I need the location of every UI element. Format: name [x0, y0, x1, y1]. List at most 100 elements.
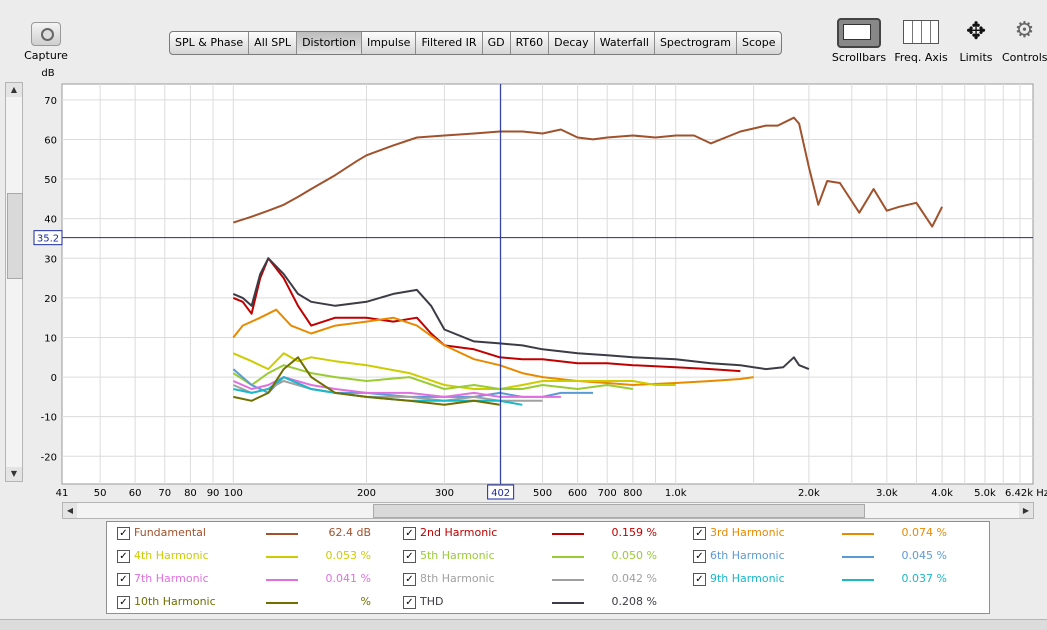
tab-distortion[interactable]: Distortion	[297, 32, 362, 54]
cursor-y-readout-box	[33, 230, 63, 246]
tab-scope[interactable]: Scope	[742, 36, 776, 49]
y-axis-unit-label: dB	[41, 68, 54, 79]
legend-swatch	[266, 533, 298, 535]
legend-checkbox-3rd-harmonic[interactable]: ✓	[693, 527, 706, 540]
freq-axis-button[interactable]: Freq. Axis	[892, 16, 950, 64]
x-tick-label: 500	[533, 488, 552, 499]
capture-button[interactable]: Capture	[18, 20, 74, 62]
legend-checkbox-9th-harmonic[interactable]: ✓	[693, 573, 706, 586]
y-tick-label: 60	[44, 135, 57, 146]
legend-swatch	[552, 602, 584, 604]
legend-name: 6th Harmonic	[710, 549, 785, 562]
tab-filtered-ir[interactable]: Filtered IR	[416, 32, 483, 54]
tab-waterfall[interactable]: Waterfall	[595, 32, 655, 54]
x-tick-label: 1.0k	[665, 488, 687, 499]
y-tick-label: 20	[44, 294, 57, 305]
legend-item-5th-harmonic: ✓ 5th Harmonic 0.050 %	[403, 546, 683, 566]
x-tick-label: 700	[598, 488, 617, 499]
x-tick-label: 600	[568, 488, 587, 499]
legend-item-7th-harmonic: ✓ 7th Harmonic 0.041 %	[117, 569, 397, 589]
series-line-5th-harmonic	[232, 364, 634, 390]
scroll-right-arrow-icon[interactable]: ▶	[1019, 503, 1033, 518]
legend-value: 0.041 %	[325, 572, 371, 585]
y-tick-label: 30	[44, 254, 57, 265]
graph-tab-bar: SPL & Phase All SPL Distortion Impulse Filte…	[169, 31, 782, 55]
tab-gd[interactable]: GD	[483, 32, 511, 54]
legend-name: 3rd Harmonic	[710, 526, 785, 539]
legend-value: 0.050 %	[611, 549, 657, 562]
vertical-scrollbar[interactable]: ▲ ▼	[5, 82, 23, 482]
legend-value: 0.208 %	[611, 595, 657, 608]
legend-name: 4th Harmonic	[134, 549, 209, 562]
legend-checkbox-5th-harmonic[interactable]: ✓	[403, 550, 416, 563]
freq-axis-label: Freq. Axis	[894, 51, 948, 64]
tab-impulse[interactable]: Impulse	[362, 32, 417, 54]
cursor-x-readout-box	[487, 484, 515, 500]
x-tick-label: 60	[129, 488, 142, 499]
series-line-7th-harmonic	[232, 376, 561, 398]
legend-checkbox-4th-harmonic[interactable]: ✓	[117, 550, 130, 563]
scroll-left-arrow-icon[interactable]: ◀	[63, 503, 77, 518]
legend-item-fundamental: ✓ Fundamental 62.4 dB	[117, 523, 397, 543]
tab-all-spl[interactable]: All SPL	[249, 32, 298, 54]
legend-checkbox-2nd-harmonic[interactable]: ✓	[403, 527, 416, 540]
horizontal-scroll-thumb[interactable]	[373, 504, 865, 518]
legend-swatch	[552, 556, 584, 558]
controls-button[interactable]: ⚙ Controls	[1002, 16, 1047, 64]
tab-spl-phase[interactable]: SPL & Phase	[170, 32, 250, 54]
tab-rt60[interactable]: RT60	[511, 32, 550, 54]
x-tick-label: 41	[56, 488, 69, 499]
legend-swatch	[842, 556, 874, 558]
x-tick-label: 100	[224, 488, 243, 499]
limits-button[interactable]: ✥ Limits	[950, 16, 1002, 64]
legend-value: 0.159 %	[611, 526, 657, 539]
gear-icon: ⚙	[1014, 18, 1035, 43]
x-tick-label: 200	[357, 488, 376, 499]
legend-swatch	[842, 579, 874, 581]
x-tick-label: 4.0k	[931, 488, 953, 499]
horizontal-scrollbar[interactable]: ◀ ▶	[62, 502, 1034, 519]
camera-icon	[31, 22, 61, 46]
legend-swatch	[552, 533, 584, 535]
legend-value: %	[360, 595, 371, 608]
legend-item-3rd-harmonic: ✓ 3rd Harmonic 0.074 %	[693, 523, 973, 543]
legend-checkbox-7th-harmonic[interactable]: ✓	[117, 573, 130, 586]
legend-checkbox-10th-harmonic[interactable]: ✓	[117, 596, 130, 609]
legend-checkbox-fundamental[interactable]: ✓	[117, 527, 130, 540]
legend-checkbox-8th-harmonic[interactable]: ✓	[403, 573, 416, 586]
legend-name: THD	[420, 595, 444, 608]
x-tick-label: 800	[623, 488, 642, 499]
legend-swatch	[266, 579, 298, 581]
legend-value: 0.037 %	[901, 572, 947, 585]
y-tick-label: 10	[44, 333, 57, 344]
legend-item-10th-harmonic: ✓ 10th Harmonic%	[117, 592, 397, 612]
legend-name: 9th Harmonic	[710, 572, 785, 585]
controls-label: Controls	[1002, 51, 1047, 64]
scroll-down-arrow-icon[interactable]: ▼	[6, 467, 22, 481]
y-tick-label: -20	[41, 452, 57, 463]
legend-name: 7th Harmonic	[134, 572, 209, 585]
y-tick-label: -10	[41, 413, 57, 424]
y-tick-label: 40	[44, 215, 57, 226]
legend-item-8th-harmonic: ✓ 8th Harmonic 0.042 %	[403, 569, 683, 589]
vertical-scroll-thumb[interactable]	[7, 193, 23, 279]
x-tick-label: 70	[158, 488, 171, 499]
scrollbars-icon	[837, 18, 881, 48]
legend-swatch	[266, 556, 298, 558]
series-line-fundamental	[232, 116, 943, 228]
tab-decay[interactable]: Decay	[549, 32, 595, 54]
scroll-up-arrow-icon[interactable]: ▲	[6, 83, 22, 97]
x-tick-label: 6.42k Hz	[1005, 488, 1047, 499]
legend-item-6th-harmonic: ✓ 6th Harmonic 0.045 %	[693, 546, 973, 566]
tab-spectrogram[interactable]: Spectrogram	[655, 32, 738, 54]
x-tick-label: 5.0k	[974, 488, 996, 499]
scrollbars-button[interactable]: Scrollbars	[830, 16, 888, 64]
legend-checkbox-thd[interactable]: ✓	[403, 596, 416, 609]
legend-name: Fundamental	[134, 526, 206, 539]
legend-item-9th-harmonic: ✓ 9th Harmonic 0.037 %	[693, 569, 973, 589]
status-bar	[0, 619, 1047, 630]
series-line-thd	[232, 257, 810, 371]
legend-checkbox-6th-harmonic[interactable]: ✓	[693, 550, 706, 563]
plot-area[interactable]	[61, 83, 1034, 485]
